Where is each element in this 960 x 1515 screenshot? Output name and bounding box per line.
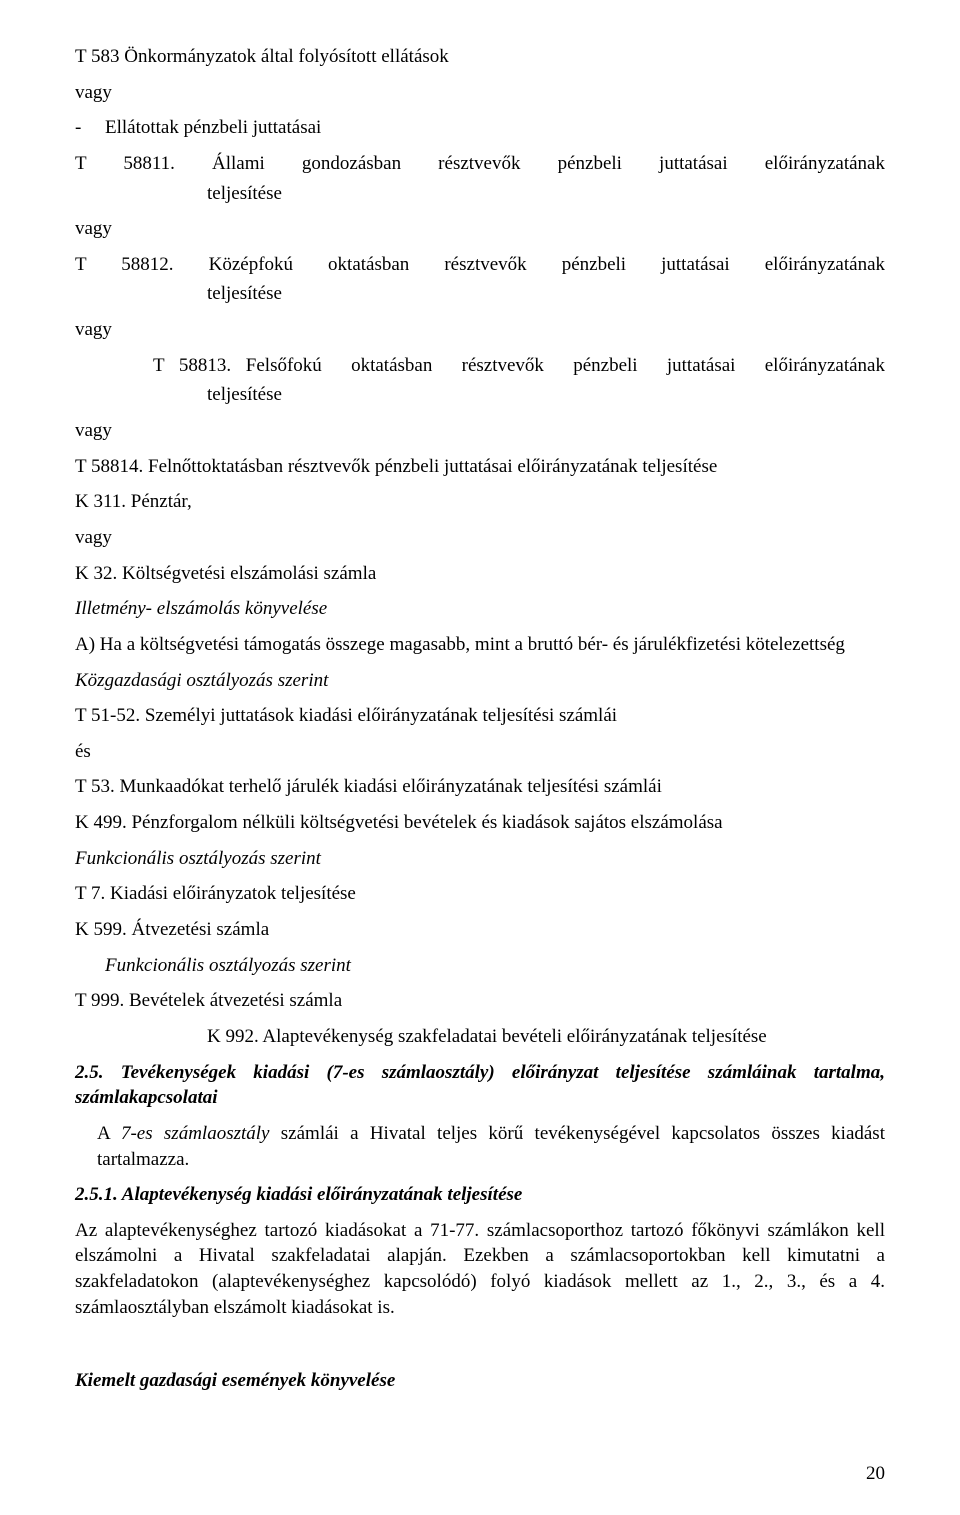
line-t58812b: teljesítése [207,281,885,307]
line-t58811b: teljesítése [207,181,885,207]
line-k992: K 992. Alaptevékenység szakfeladatai bev… [207,1024,885,1050]
line-t58813: T 58813. Felsőfokú oktatásban résztvevők… [75,353,885,379]
page-container: T 583 Önkormányzatok által folyósított e… [0,0,960,1515]
para-25-text: A 7-es számlaosztály számlái a Hivatal t… [97,1123,885,1170]
heading-251: 2.5.1. Alaptevékenység kiadási előirányz… [75,1182,885,1208]
line-t58811a: T 58811. Állami gondozásban résztvevők p… [75,151,885,177]
vagy-4: vagy [75,418,885,444]
line-t58813b: teljesítése [207,382,885,408]
line-a: A) Ha a költségvetési támogatás összege … [75,632,885,658]
line-t58814: T 58814. Felnőttoktatásban résztvevők pé… [75,454,885,480]
vagy-5: vagy [75,525,885,551]
line-es: és [75,739,885,765]
para-251: Az alaptevékenységhez tartozó kiadásokat… [75,1218,885,1321]
line-t5152: T 51-52. Személyi juttatások kiadási elő… [75,703,885,729]
heading-funk2: Funkcionális osztályozás szerint [105,953,885,979]
line-t7: T 7. Kiadási előirányzatok teljesítése [75,881,885,907]
heading-25: 2.5. Tevékenységek kiadási (7-es számlao… [75,1060,885,1111]
line-k32: K 32. Költségvetési elszámolási számla [75,561,885,587]
dash-icon: - [75,115,105,141]
line-t583: T 583 Önkormányzatok által folyósított e… [75,44,885,70]
line-t999: T 999. Bevételek átvezetési számla [75,988,885,1014]
line-k499: K 499. Pénzforgalom nélküli költségvetés… [75,810,885,836]
heading-kiemelt: Kiemelt gazdasági események könyvelése [75,1368,885,1394]
vagy-3: vagy [75,317,885,343]
line-t53: T 53. Munkaadókat terhelő járulék kiadás… [75,774,885,800]
line-k311: K 311. Pénztár, [75,489,885,515]
para-25: A 7-es számlaosztály számlái a Hivatal t… [97,1121,885,1172]
vagy-1: vagy [75,80,885,106]
bullet-ellatottak: - Ellátottak pénzbeli juttatásai [75,115,885,141]
heading-kozgazd: Közgazdasági osztályozás szerint [75,668,885,694]
line-t58813-text: T 58813. Felsőfokú oktatásban résztvevők… [153,355,885,376]
vagy-2: vagy [75,216,885,242]
heading-funk1: Funkcionális osztályozás szerint [75,846,885,872]
line-k599: K 599. Átvezetési számla [75,917,885,943]
bullet-text: Ellátottak pénzbeli juttatásai [105,115,885,141]
page-number: 20 [866,1461,885,1487]
heading-illetmeny: Illetmény- elszámolás könyvelése [75,596,885,622]
line-t58812a: T 58812. Középfokú oktatásban résztvevők… [75,252,885,278]
